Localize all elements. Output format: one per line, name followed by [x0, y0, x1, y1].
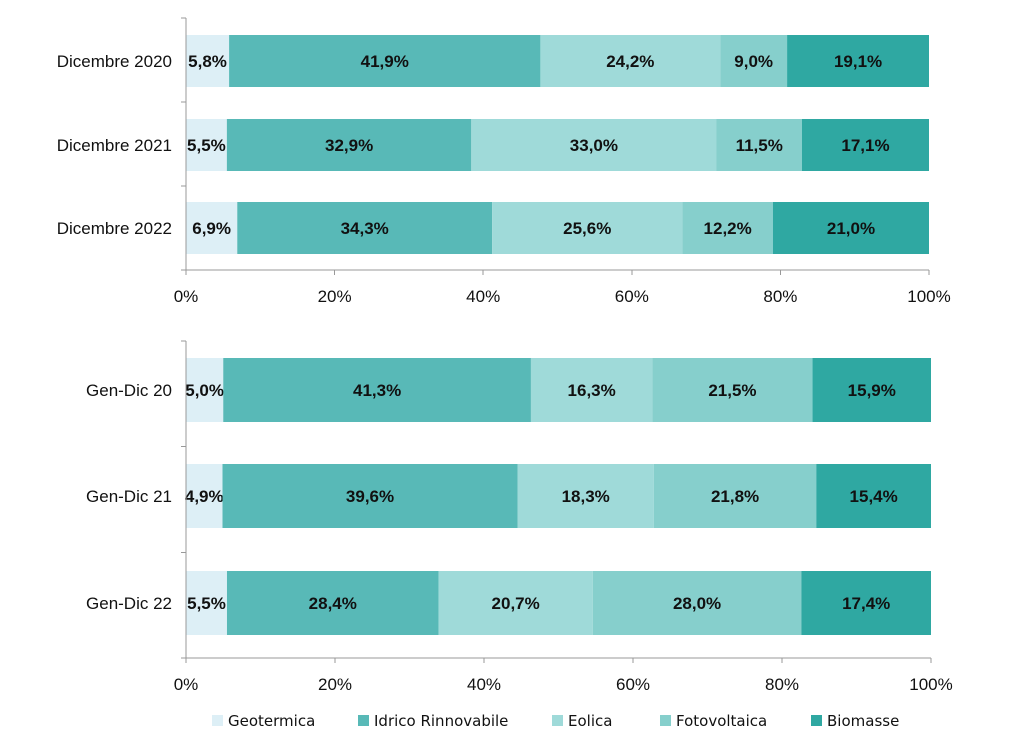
bar-segment-idrico-rinnovabile: [237, 202, 493, 254]
data-label: 5,5%: [187, 594, 226, 613]
bar-segment-idrico-rinnovabile: [226, 571, 439, 635]
bar-segment-fotovoltaica: [720, 35, 788, 87]
x-tick-label: 60%: [615, 287, 649, 306]
data-label: 39,6%: [346, 487, 394, 506]
data-label: 28,0%: [673, 594, 721, 613]
data-label: 32,9%: [325, 136, 373, 155]
data-label: 41,9%: [361, 52, 409, 71]
x-tick-label: 100%: [907, 287, 950, 306]
data-label: 15,4%: [850, 487, 898, 506]
data-label: 5,8%: [188, 52, 227, 71]
chart-1: 5,8% 41,9% 24,2% 9,0% 19,1% Dicembre 2020 5,5%…: [57, 17, 951, 306]
legend-label: Eolica: [568, 712, 612, 730]
data-label: 5,5%: [187, 136, 226, 155]
bar-segment-biomasse: [772, 202, 929, 254]
x-tick-label: 100%: [909, 675, 952, 694]
legend-swatch: [660, 715, 671, 726]
bar-segment-eolica: [530, 358, 653, 422]
legend-label: Fotovoltaica: [676, 712, 767, 730]
bar-segment-biomasse: [787, 35, 929, 87]
bar-segment-fotovoltaica: [653, 464, 817, 528]
bar-segment-eolica: [517, 464, 654, 528]
bar-segment-geotermica: [186, 202, 238, 254]
category-label: Gen-Dic 22: [86, 594, 172, 613]
x-tick-label: 40%: [467, 675, 501, 694]
data-label: 21,0%: [827, 219, 875, 238]
x-tick-label: 80%: [763, 287, 797, 306]
category-label: Gen-Dic 21: [86, 487, 172, 506]
bar-segment-geotermica: [186, 464, 223, 528]
data-label: 28,4%: [309, 594, 357, 613]
x-tick-label: 20%: [318, 675, 352, 694]
data-label: 24,2%: [606, 52, 654, 71]
data-label: 19,1%: [834, 52, 882, 71]
x-tick-label: 0%: [174, 675, 199, 694]
data-label: 4,9%: [185, 487, 224, 506]
bar-segment-fotovoltaica: [652, 358, 813, 422]
x-tick-label: 40%: [466, 287, 500, 306]
category-label: Dicembre 2020: [57, 52, 172, 71]
category-label: Gen-Dic 20: [86, 381, 172, 400]
data-label: 17,4%: [842, 594, 890, 613]
data-label: 12,2%: [704, 219, 752, 238]
data-label: 21,8%: [711, 487, 759, 506]
legend-swatch: [552, 715, 563, 726]
bar-segment-geotermica: [186, 119, 227, 171]
bar-segment-eolica: [492, 202, 683, 254]
bar-segment-geotermica: [186, 358, 224, 422]
bar-segment-biomasse: [812, 358, 931, 422]
bar-segment-idrico-rinnovabile: [226, 119, 472, 171]
data-label: 41,3%: [353, 381, 401, 400]
data-label: 9,0%: [734, 52, 773, 71]
data-label: 17,1%: [841, 136, 889, 155]
x-tick-label: 0%: [174, 287, 199, 306]
bar-segment-idrico-rinnovabile: [229, 35, 541, 87]
bar-segment-biomasse: [801, 571, 931, 635]
bar-segment-fotovoltaica: [682, 202, 773, 254]
bar-segment-fotovoltaica: [716, 119, 802, 171]
bar-segment-idrico-rinnovabile: [222, 464, 518, 528]
data-label: 25,6%: [563, 219, 611, 238]
bar-segment-eolica: [471, 119, 717, 171]
legend-label: Geotermica: [228, 712, 315, 730]
legend-swatch: [358, 715, 369, 726]
legend: Geotermica Idrico Rinnovabile Eolica Fotovo…: [212, 712, 899, 730]
x-tick-label: 80%: [765, 675, 799, 694]
bar-segment-fotovoltaica: [592, 571, 802, 635]
bar-segment-geotermica: [186, 35, 230, 87]
bar-segment-geotermica: [186, 571, 227, 635]
data-label: 6,9%: [192, 219, 231, 238]
legend-label: Biomasse: [827, 712, 899, 730]
legend-label: Idrico Rinnovabile: [374, 712, 508, 730]
bar-segment-eolica: [438, 571, 593, 635]
chart-2: 5,0% 41,3% 16,3% 21,5% 15,9% Gen-Dic 20 4,9% 39…: [86, 340, 953, 694]
x-tick-label: 60%: [616, 675, 650, 694]
legend-swatch: [212, 715, 223, 726]
data-label: 20,7%: [492, 594, 540, 613]
bar-segment-biomasse: [801, 119, 929, 171]
data-label: 34,3%: [341, 219, 389, 238]
legend-swatch: [811, 715, 822, 726]
x-tick-label: 20%: [318, 287, 352, 306]
data-label: 18,3%: [562, 487, 610, 506]
bar-segment-idrico-rinnovabile: [223, 358, 531, 422]
bar-segment-biomasse: [816, 464, 931, 528]
data-label: 16,3%: [568, 381, 616, 400]
category-label: Dicembre 2021: [57, 136, 172, 155]
category-label: Dicembre 2022: [57, 219, 172, 238]
bar-segment-eolica: [540, 35, 721, 87]
data-label: 11,5%: [736, 136, 783, 155]
data-label: 21,5%: [708, 381, 756, 400]
data-label: 15,9%: [848, 381, 896, 400]
data-label: 5,0%: [185, 381, 224, 400]
data-label: 33,0%: [570, 136, 618, 155]
